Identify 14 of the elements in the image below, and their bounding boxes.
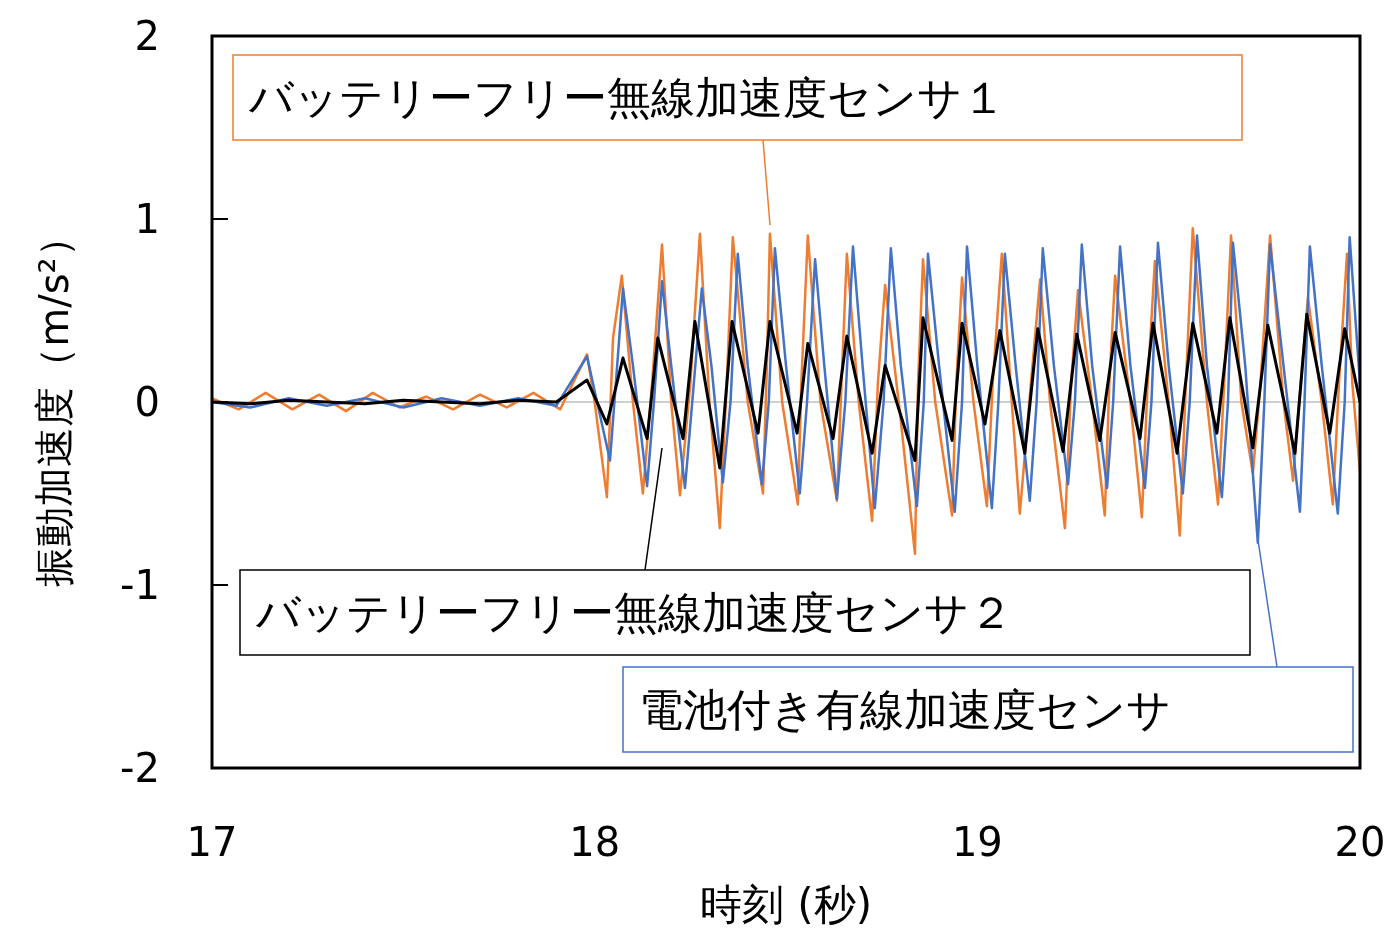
y-tick-label: -1 <box>120 562 160 608</box>
legend-label: バッテリーフリー無線加速度センサ２ <box>255 587 1013 639</box>
y-tick-label: 2 <box>134 13 160 59</box>
x-tick-label: 17 <box>186 819 238 865</box>
y-tick-label: 1 <box>134 196 160 242</box>
y-tick-label: -2 <box>120 745 160 791</box>
text: バッテリーフリー無線加速度センサ１ <box>248 72 1006 124</box>
x-tick-label: 18 <box>569 819 621 865</box>
y-axis-title: 振動加速度（m/s²） <box>31 217 77 587</box>
y-tick-label: 0 <box>134 379 160 425</box>
x-tick-label: 20 <box>1334 819 1386 865</box>
text: 電池付き有線加速度センサ <box>639 684 1171 736</box>
x-axis-title: 時刻 (秒) <box>699 880 873 929</box>
x-tick-label: 19 <box>951 819 1003 865</box>
